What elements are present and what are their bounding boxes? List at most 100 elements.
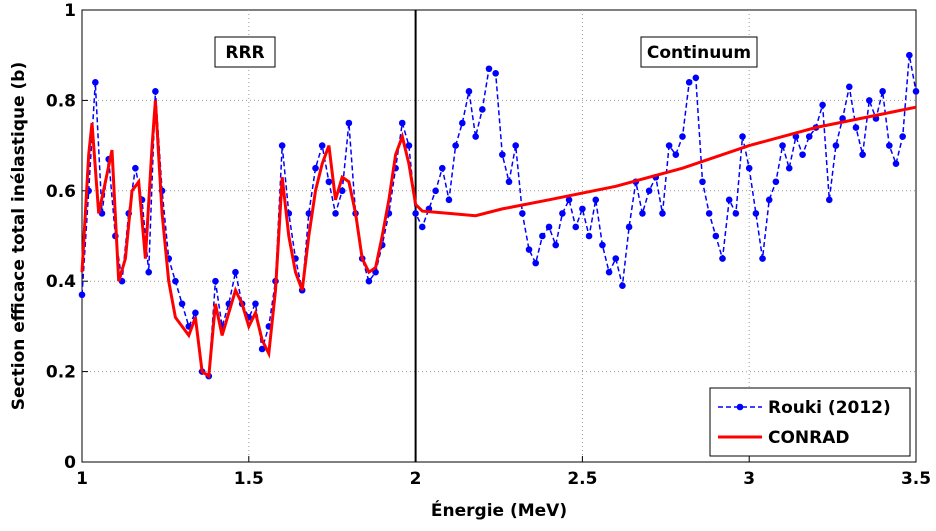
y-axis-label: Section efficace total inélastique (b) bbox=[9, 62, 29, 410]
data-point bbox=[345, 119, 353, 127]
data-point bbox=[565, 196, 573, 204]
data-point bbox=[172, 277, 179, 285]
data-point bbox=[739, 133, 746, 140]
data-point bbox=[472, 133, 479, 140]
series-line bbox=[81, 55, 917, 378]
data-point bbox=[252, 300, 259, 308]
data-point bbox=[212, 277, 219, 285]
data-point bbox=[765, 196, 773, 204]
data-point bbox=[485, 65, 493, 73]
data-point bbox=[552, 241, 560, 249]
data-point bbox=[579, 205, 586, 213]
data-point bbox=[532, 259, 539, 267]
data-point bbox=[132, 164, 139, 172]
data-point bbox=[178, 300, 186, 308]
series-line bbox=[80, 100, 917, 379]
data-point bbox=[705, 210, 713, 217]
legend-box bbox=[709, 387, 911, 457]
data-point bbox=[445, 196, 453, 204]
data-point bbox=[432, 187, 439, 195]
annotation: RRR bbox=[225, 43, 264, 63]
data-point bbox=[759, 255, 766, 262]
data-point bbox=[592, 196, 600, 204]
data-point bbox=[365, 277, 373, 285]
data-point bbox=[152, 88, 159, 95]
data-point bbox=[645, 187, 653, 195]
y-tick-label: 0.8 bbox=[46, 91, 76, 111]
data-point bbox=[452, 142, 459, 149]
plot-area: 0 0.2 0.4 0.6 0.8 1 1 1.5 2 2.5 3 3.5 bbox=[46, 1, 931, 489]
data-point bbox=[785, 164, 793, 172]
data-point bbox=[879, 88, 886, 95]
data-point bbox=[679, 133, 686, 140]
data-point bbox=[519, 210, 526, 217]
data-point bbox=[779, 142, 786, 149]
y-tick-label: 1 bbox=[64, 1, 76, 21]
data-point bbox=[465, 88, 473, 95]
data-point bbox=[312, 164, 319, 172]
data-point bbox=[585, 232, 593, 240]
data-point bbox=[665, 142, 673, 149]
data-point bbox=[572, 223, 580, 231]
data-point bbox=[438, 164, 446, 172]
data-point bbox=[559, 210, 566, 217]
data-point bbox=[725, 196, 733, 204]
data-point bbox=[832, 142, 840, 149]
y-tick-label: 0.6 bbox=[46, 182, 76, 202]
data-point bbox=[672, 151, 680, 158]
x-axis-label: Énergie (MeV) bbox=[431, 499, 567, 521]
y-tick-label: 0.4 bbox=[46, 272, 76, 292]
data-point bbox=[799, 151, 806, 158]
annotation-box bbox=[640, 36, 758, 68]
data-point bbox=[659, 210, 666, 217]
data-point bbox=[772, 178, 780, 186]
data-point bbox=[852, 124, 860, 131]
data-point bbox=[692, 74, 700, 82]
data-point bbox=[78, 291, 86, 299]
x-tick-label: 2 bbox=[410, 469, 422, 489]
data-point bbox=[398, 119, 406, 127]
annotation-box bbox=[214, 36, 276, 68]
data-point bbox=[192, 309, 199, 317]
data-point bbox=[752, 210, 760, 217]
x-tick-label: 1.5 bbox=[234, 469, 264, 489]
data-point bbox=[625, 223, 633, 231]
data-point bbox=[499, 151, 506, 158]
data-point bbox=[278, 142, 286, 149]
data-point bbox=[412, 210, 419, 217]
data-point bbox=[825, 196, 833, 204]
data-point bbox=[639, 210, 646, 217]
data-point bbox=[418, 223, 426, 231]
x-tick-label: 3.5 bbox=[901, 469, 931, 489]
data-point bbox=[845, 83, 853, 91]
data-point bbox=[512, 142, 519, 149]
data-point bbox=[619, 282, 626, 290]
data-point bbox=[839, 115, 846, 122]
data-point bbox=[525, 246, 533, 253]
data-point bbox=[332, 210, 339, 217]
data-point bbox=[338, 187, 346, 195]
y-tick-label: 0 bbox=[64, 453, 76, 473]
data-point bbox=[492, 69, 499, 77]
data-point bbox=[712, 232, 720, 240]
data-point bbox=[539, 232, 546, 240]
legend-marker bbox=[736, 403, 744, 411]
data-point bbox=[612, 255, 620, 262]
data-point bbox=[899, 133, 906, 140]
data-point bbox=[732, 210, 740, 217]
data-point bbox=[258, 345, 266, 353]
data-point bbox=[605, 268, 613, 276]
data-point bbox=[545, 223, 553, 231]
data-point bbox=[599, 241, 606, 249]
data-point bbox=[318, 142, 326, 149]
data-point bbox=[805, 133, 813, 140]
data-point bbox=[479, 106, 486, 113]
data-point bbox=[325, 178, 333, 186]
plot-frame bbox=[81, 9, 917, 463]
data-point bbox=[405, 142, 413, 149]
data-point bbox=[906, 51, 913, 59]
data-point bbox=[505, 178, 513, 186]
legend-label: CONRAD bbox=[768, 428, 850, 448]
x-tick-label: 2.5 bbox=[567, 469, 597, 489]
